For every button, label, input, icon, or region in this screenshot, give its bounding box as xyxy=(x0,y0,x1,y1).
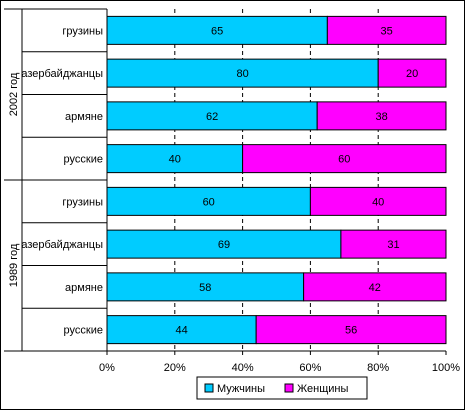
legend-label: Мужчины xyxy=(217,383,265,395)
data-label: 58 xyxy=(199,282,211,294)
data-label: 42 xyxy=(369,282,381,294)
bar-segment xyxy=(255,315,447,345)
data-label: 38 xyxy=(375,111,387,123)
category-label: азербайджанцы xyxy=(21,68,103,80)
data-label: 20 xyxy=(406,68,418,80)
category-label: грузины xyxy=(62,25,103,37)
data-label: 60 xyxy=(338,154,350,166)
bar-segment xyxy=(106,315,257,345)
legend-box xyxy=(196,376,368,400)
group-labels: 2002 год 1989 год xyxy=(8,72,20,287)
data-label: 56 xyxy=(345,325,357,337)
x-tick-label: 80% xyxy=(367,362,389,374)
bar-segment xyxy=(303,272,447,302)
data-label: 31 xyxy=(387,239,399,251)
data-label: 65 xyxy=(211,25,223,37)
x-tick-label: 20% xyxy=(164,362,186,374)
category-labels: грузины азербайджанцы армяне русские грузины… xyxy=(21,25,103,336)
bar-segment xyxy=(106,101,318,131)
bar-segment xyxy=(340,229,447,259)
bar-segment xyxy=(309,186,447,216)
data-label: 80 xyxy=(236,68,248,80)
x-tick-label: 60% xyxy=(299,362,321,374)
bar-segment xyxy=(242,144,447,174)
group-label: 2002 год xyxy=(8,72,20,116)
category-label: грузины xyxy=(62,196,103,208)
data-label: 40 xyxy=(372,196,384,208)
bar-segment xyxy=(326,15,447,45)
x-tick-label: 0% xyxy=(99,362,115,374)
data-label: 69 xyxy=(218,239,230,251)
bar-segment xyxy=(106,272,305,302)
category-label: русские xyxy=(64,154,103,166)
data-label: 44 xyxy=(175,325,187,337)
category-label: армяне xyxy=(65,282,103,294)
bar-segment xyxy=(106,58,379,88)
category-label: азербайджанцы xyxy=(21,239,103,251)
legend-swatch xyxy=(204,383,214,393)
x-tick-labels: 0% 20% 40% 60% 80% 100% xyxy=(99,362,460,374)
axes xyxy=(4,8,447,355)
data-label: 60 xyxy=(203,196,215,208)
data-label: 40 xyxy=(169,154,181,166)
legend-label: Женщины xyxy=(297,383,348,395)
bars: 65 35 80 20 62 38 40 60 60 40 69 31 58 42 44 56 xyxy=(106,15,447,345)
group-label: 1989 год xyxy=(8,243,20,287)
x-tick-label: 40% xyxy=(232,362,254,374)
data-label: 62 xyxy=(206,111,218,123)
x-tick-label: 100% xyxy=(432,362,460,374)
data-label: 35 xyxy=(381,25,393,37)
bar-segment xyxy=(377,58,447,88)
legend: Мужчины Женщины xyxy=(196,376,368,400)
category-label: армяне xyxy=(65,111,103,123)
category-label: русские xyxy=(64,325,103,337)
bar-segment xyxy=(316,101,447,131)
legend-swatch xyxy=(284,383,294,393)
bar-segment xyxy=(106,144,244,174)
